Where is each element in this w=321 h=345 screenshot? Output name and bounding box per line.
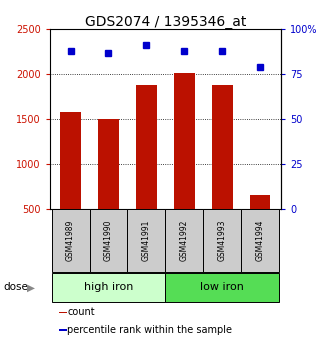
Text: count: count [67, 307, 95, 317]
Bar [136, 85, 157, 209]
Bar [98, 119, 119, 209]
Text: high iron: high iron [84, 282, 133, 292]
Title: GDS2074 / 1395346_at: GDS2074 / 1395346_at [85, 15, 246, 29]
Bar [165, 209, 203, 272]
Bar [203, 209, 241, 272]
Text: GSM41991: GSM41991 [142, 220, 151, 261]
Bar [127, 209, 165, 272]
Text: GSM41989: GSM41989 [66, 220, 75, 261]
Bar [60, 112, 81, 209]
Bar [165, 273, 279, 302]
Bar [241, 209, 279, 272]
Bar [174, 73, 195, 209]
Text: dose: dose [3, 282, 28, 292]
Bar [59, 312, 67, 313]
Bar [250, 195, 271, 209]
Text: GSM41994: GSM41994 [256, 220, 265, 261]
Bar [59, 329, 67, 331]
Text: GSM41992: GSM41992 [180, 220, 189, 261]
Bar [52, 209, 90, 272]
Text: percentile rank within the sample: percentile rank within the sample [67, 325, 232, 335]
Bar [90, 209, 127, 272]
Text: ▶: ▶ [27, 282, 35, 292]
Text: low iron: low iron [200, 282, 244, 292]
Text: GSM41993: GSM41993 [218, 220, 227, 261]
Text: GSM41990: GSM41990 [104, 220, 113, 261]
Bar [212, 85, 233, 209]
Bar [52, 273, 165, 302]
